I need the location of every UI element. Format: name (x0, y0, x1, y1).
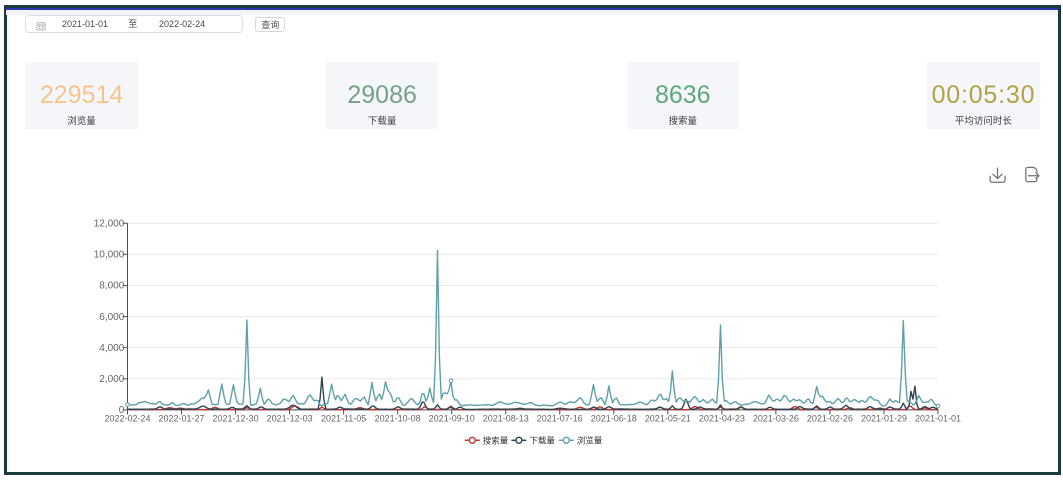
svg-text:8,000: 8,000 (99, 281, 124, 292)
svg-text:2022-02-24: 2022-02-24 (104, 414, 150, 424)
svg-text:0: 0 (119, 405, 125, 416)
svg-text:2021-12-03: 2021-12-03 (267, 414, 313, 424)
svg-text:2021-06-18: 2021-06-18 (591, 414, 637, 424)
svg-text:2021-01-01: 2021-01-01 (915, 414, 961, 424)
svg-text:10,000: 10,000 (94, 250, 125, 261)
svg-text:2021-05-21: 2021-05-21 (645, 414, 691, 424)
svg-text:2021-10-08: 2021-10-08 (375, 414, 421, 424)
svg-text:2021-07-16: 2021-07-16 (537, 414, 583, 424)
svg-text:12,000: 12,000 (94, 218, 125, 229)
svg-text:2021-02-26: 2021-02-26 (807, 414, 853, 424)
svg-text:2021-01-29: 2021-01-29 (861, 414, 907, 424)
svg-text:2021-08-13: 2021-08-13 (483, 414, 529, 424)
svg-text:2021-04-23: 2021-04-23 (699, 414, 745, 424)
svg-text:2,000: 2,000 (99, 374, 124, 385)
svg-text:4,000: 4,000 (99, 343, 124, 354)
svg-text:2021-09-10: 2021-09-10 (429, 414, 475, 424)
svg-text:搜索量: 搜索量 (483, 435, 509, 445)
svg-text:2021-11-05: 2021-11-05 (321, 414, 366, 424)
svg-text:2021-12-30: 2021-12-30 (213, 414, 259, 424)
svg-text:2022-01-27: 2022-01-27 (159, 414, 205, 424)
svg-text:下载量: 下载量 (529, 435, 555, 445)
svg-text:6,000: 6,000 (99, 312, 124, 323)
svg-text:浏览量: 浏览量 (577, 435, 603, 445)
svg-text:2021-03-26: 2021-03-26 (753, 414, 799, 424)
